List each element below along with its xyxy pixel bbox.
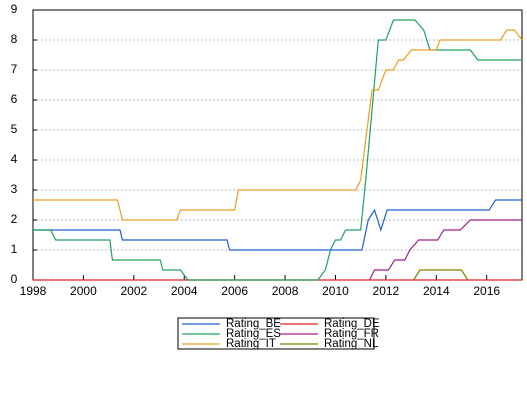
y-tick-label: 4 <box>11 152 18 166</box>
y-tick-label: 5 <box>11 122 18 136</box>
x-tick-label: 2008 <box>272 284 299 298</box>
y-tick-label: 7 <box>11 62 18 76</box>
x-tick-label: 2016 <box>473 284 500 298</box>
x-tick-label: 2002 <box>120 284 147 298</box>
y-tick-label: 0 <box>11 272 18 286</box>
legend-label: Rating_NL <box>324 338 379 350</box>
series-line <box>413 269 469 281</box>
y-tick-label: 3 <box>11 182 18 196</box>
x-tick-label: 2004 <box>171 284 198 298</box>
x-tick-label: 2006 <box>221 284 248 298</box>
series-line <box>33 29 523 221</box>
series-line <box>33 19 522 281</box>
y-tick-label: 1 <box>11 242 18 256</box>
legend-label: Rating_ES <box>226 328 281 340</box>
y-tick-label: 9 <box>11 2 18 16</box>
series-line <box>368 219 522 281</box>
legend-label: Rating_BE <box>226 318 281 330</box>
x-tick-label: 2012 <box>373 284 400 298</box>
series-line <box>33 199 522 251</box>
legend-label: Rating_DE <box>324 318 380 330</box>
legend-label: Rating_IT <box>226 338 276 350</box>
y-tick-label: 6 <box>11 92 18 106</box>
y-tick-label: 2 <box>11 212 18 226</box>
x-tick-label: 2000 <box>70 284 97 298</box>
y-tick-label: 8 <box>11 32 18 46</box>
x-tick-label: 1998 <box>20 284 47 298</box>
x-tick-label: 2014 <box>423 284 450 298</box>
x-tick-label: 2010 <box>322 284 349 298</box>
legend-label: Rating_FR <box>324 328 379 340</box>
